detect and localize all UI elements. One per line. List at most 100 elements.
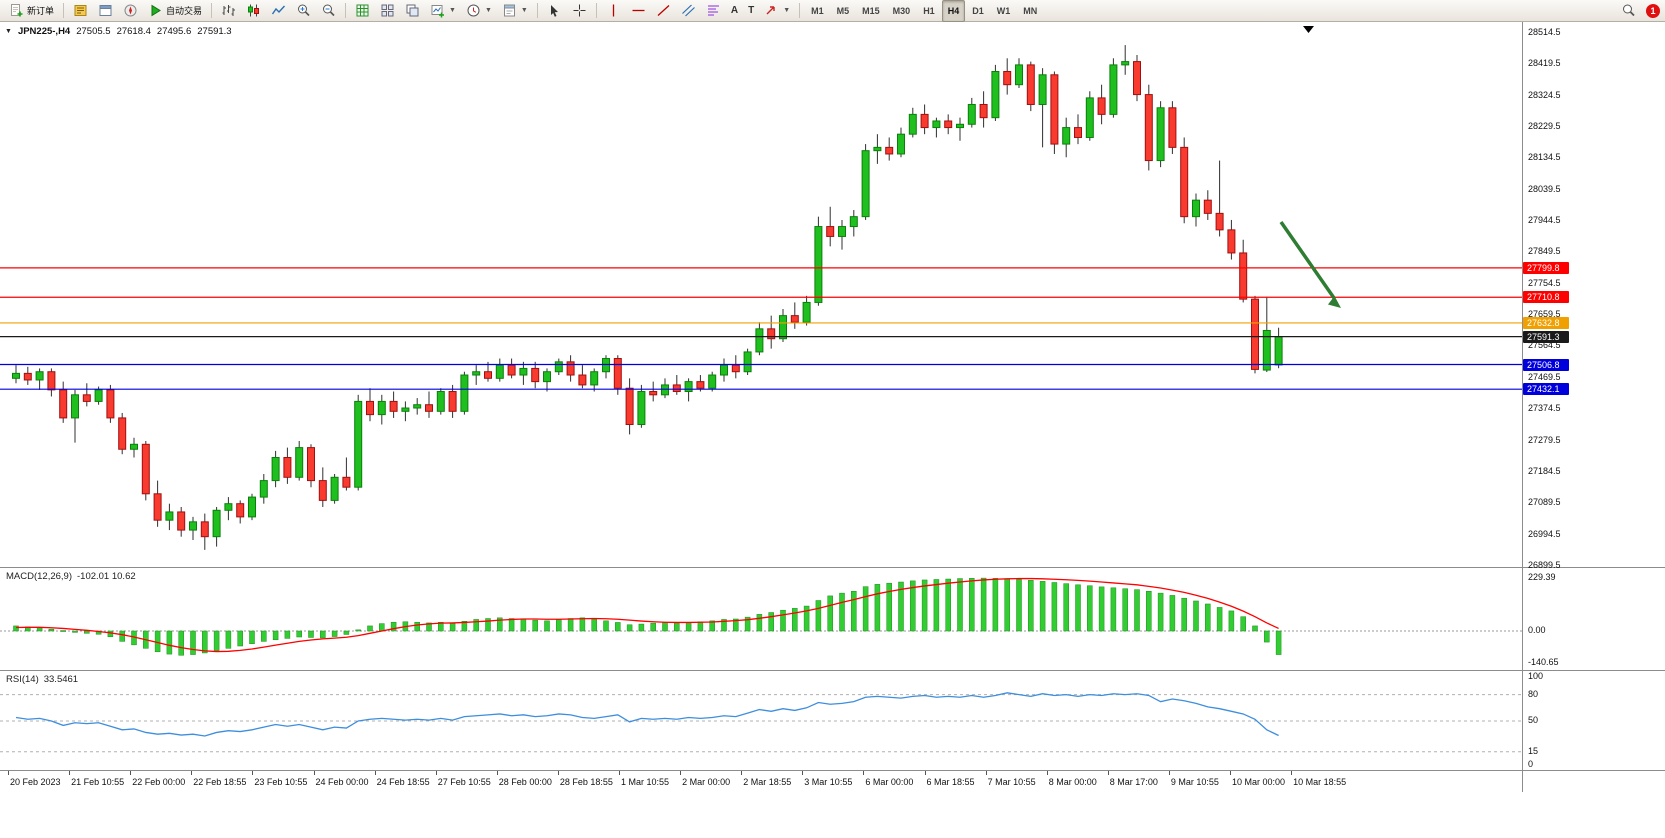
macd-histogram-bar — [674, 622, 680, 632]
bear-candle — [118, 417, 127, 450]
macd-histogram-bar — [957, 578, 963, 632]
indicators-button[interactable] — [351, 0, 374, 22]
rsi-chart[interactable] — [0, 671, 1522, 770]
crosshair-button[interactable] — [568, 0, 591, 22]
macd-histogram-bar — [1004, 578, 1010, 632]
vertical-line-icon — [612, 4, 614, 17]
market-watch-button[interactable] — [69, 0, 92, 22]
cascade-windows-button[interactable] — [401, 0, 424, 22]
bull-candle — [436, 391, 445, 412]
bear-candle — [82, 394, 91, 402]
zoom-in-icon — [298, 4, 310, 17]
price-axis-label: 28514.5 — [1528, 27, 1561, 38]
new-order-button[interactable]: 新订单 — [5, 0, 58, 22]
label-button[interactable]: T — [744, 0, 758, 22]
time-axis-label: 2 Mar 18:55 — [743, 777, 792, 787]
macd-chart[interactable] — [0, 568, 1522, 670]
timeframe-m5-button[interactable]: M5 — [836, 5, 850, 16]
macd-histogram-bar — [379, 623, 385, 632]
candlestick-chart[interactable] — [0, 22, 1522, 567]
bear-candle — [307, 447, 315, 482]
timeframe-w1-button[interactable]: W1 — [996, 5, 1011, 16]
chart-menu-icon[interactable]: ▼ — [5, 28, 12, 35]
timeframe-m1-button[interactable]: M1 — [811, 5, 824, 16]
toolbar-right-group: 1 — [1617, 0, 1660, 22]
indicators-icon — [356, 4, 369, 17]
bear-candle — [342, 476, 351, 488]
fibonacci-button[interactable] — [702, 0, 725, 22]
timeframe-d1-button[interactable]: D1 — [972, 5, 984, 16]
navigator-button[interactable] — [119, 0, 142, 22]
macd-histogram-bar — [886, 582, 892, 632]
new-chart-button[interactable]: ▼ — [426, 0, 460, 22]
price-axis-label: 27564.5 — [1528, 340, 1561, 351]
scroll-to-end-marker[interactable] — [1303, 26, 1314, 33]
time-axis-label: 10 Mar 18:55 — [1293, 777, 1347, 787]
macd-label: MACD(12,26,9) -102.01 10.62 — [6, 571, 136, 582]
macd-histogram-bar — [320, 630, 326, 639]
macd-histogram-bar — [567, 618, 574, 632]
macd-histogram-bar — [1216, 607, 1223, 632]
timeframe-h1-button[interactable]: H1 — [923, 5, 935, 16]
arrows-button[interactable]: ▼ — [760, 0, 794, 22]
macd-histogram-bar — [520, 618, 527, 632]
macd-values: -102.01 10.62 — [77, 571, 136, 582]
periods-button[interactable]: ▼ — [462, 0, 496, 22]
horizontal-line-button[interactable] — [627, 0, 650, 22]
price-axis-label: 27374.5 — [1528, 403, 1561, 414]
macd-histogram-bar — [1205, 603, 1211, 632]
macd-histogram-bar — [190, 630, 196, 655]
bear-candle — [153, 493, 162, 521]
toolbar-separator — [799, 3, 801, 18]
macd-histogram-bar — [839, 592, 845, 632]
time-axis[interactable]: 20 Feb 2023 21 Feb 10:55 22 Feb 00:00 22 Fe… — [0, 770, 1665, 794]
zoom-out-button[interactable] — [317, 0, 340, 22]
text-button[interactable]: A — [727, 0, 742, 22]
channel-button[interactable] — [677, 0, 700, 22]
horizontal-line-icon — [632, 9, 645, 12]
timeframe-m30-button[interactable]: M30 — [892, 5, 911, 16]
timeframe-m15-button[interactable]: M15 — [862, 5, 880, 16]
price-axis[interactable]: 28514.5 28419.5 28324.5 28229.5 28134.5 28039… — [1522, 22, 1665, 792]
bull-candle — [1085, 97, 1094, 138]
time-axis-tick — [741, 771, 743, 775]
line-chart-button[interactable] — [267, 0, 290, 22]
time-axis-tick — [557, 771, 559, 775]
zoom-in-button[interactable] — [292, 0, 315, 22]
timeframe-h4-button[interactable]: H4 — [941, 0, 966, 22]
rsi-panel[interactable]: RSI(14) 33.5461 — [0, 670, 1665, 770]
new-order-label: 新订单 — [27, 6, 55, 16]
candlestick-chart-button[interactable] — [242, 0, 265, 22]
notification-badge[interactable]: 1 — [1646, 3, 1660, 18]
macd-histogram-bar — [992, 578, 999, 632]
templates-button[interactable]: ▼ — [498, 0, 532, 22]
autotrading-play-icon — [151, 4, 161, 17]
bull-candle — [401, 407, 410, 412]
data-window-button[interactable] — [94, 0, 117, 22]
main-chart-panel[interactable]: ▼ JPN225-,H4 27505.5 27618.4 27495.6 275… — [0, 22, 1665, 567]
macd-histogram-bar — [1039, 581, 1046, 632]
tile-windows-button[interactable] — [376, 0, 399, 22]
timeframe-mn-button[interactable]: MN — [1023, 5, 1038, 16]
bars-chart-button[interactable] — [217, 0, 240, 22]
macd-histogram-bar — [1016, 579, 1022, 632]
macd-histogram-bar — [697, 621, 704, 632]
bull-candle — [71, 394, 79, 419]
time-axis-tick — [130, 771, 132, 775]
time-axis-label: 8 Mar 00:00 — [1048, 777, 1097, 787]
trendline-icon — [657, 5, 670, 16]
time-axis-label: 10 Mar 00:00 — [1232, 777, 1286, 787]
macd-panel[interactable]: MACD(12,26,9) -102.01 10.62 — [0, 567, 1665, 670]
price-axis-label: 27089.5 — [1528, 497, 1561, 508]
time-axis-label: 24 Feb 18:55 — [376, 777, 430, 787]
bear-candle — [578, 374, 587, 386]
trendline-button[interactable] — [652, 0, 675, 22]
macd-histogram-bar — [721, 619, 727, 632]
new-chart-icon — [431, 5, 445, 18]
autotrading-button[interactable]: 自动交易 — [144, 0, 206, 22]
trend-arrow-annotation[interactable] — [1279, 220, 1341, 308]
bull-candle — [212, 509, 221, 538]
vertical-line-button[interactable] — [602, 0, 625, 22]
cursor-button[interactable] — [543, 0, 566, 22]
search-button[interactable] — [1617, 0, 1640, 22]
